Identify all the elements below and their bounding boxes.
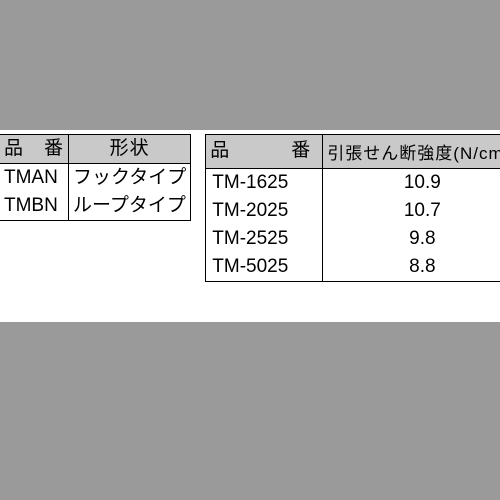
cell-shape: フックタイプ bbox=[69, 164, 191, 193]
col-part-number: 品 番 bbox=[206, 135, 323, 169]
table-row: TMAN フックタイプ bbox=[0, 164, 191, 193]
cell-part-number: TM-5025 bbox=[206, 253, 323, 282]
cell-part-number: TM-2525 bbox=[206, 225, 323, 253]
strength-table: 品 番 引張せん断強度(N/cm2) TM-1625 10.9 TM-2025 … bbox=[205, 134, 500, 282]
cell-shape: ループタイプ bbox=[69, 192, 191, 221]
cell-strength: 8.8 bbox=[323, 253, 500, 282]
cell-part-number: TMAN bbox=[0, 164, 69, 193]
table-row: TM-5025 8.8 bbox=[206, 253, 500, 282]
table-header-row: 品 番 形状 bbox=[0, 135, 191, 164]
cell-part-number: TMBN bbox=[0, 192, 69, 221]
cell-part-number: TM-1625 bbox=[206, 168, 323, 197]
table-row: TM-1625 10.9 bbox=[206, 168, 500, 197]
col-shear-strength: 引張せん断強度(N/cm2) bbox=[323, 135, 500, 169]
table-row: TM-2025 10.7 bbox=[206, 197, 500, 225]
table-row: TM-2525 9.8 bbox=[206, 225, 500, 253]
col-shape: 形状 bbox=[69, 135, 191, 164]
col-part-number: 品 番 bbox=[0, 135, 69, 164]
table-header-row: 品 番 引張せん断強度(N/cm2) bbox=[206, 135, 500, 169]
cell-part-number: TM-2025 bbox=[206, 197, 323, 225]
table-row: TMBN ループタイプ bbox=[0, 192, 191, 221]
header-text: 引張せん断強度(N/cm2) bbox=[327, 144, 500, 163]
cell-strength: 10.7 bbox=[323, 197, 500, 225]
document-sheet: 品 番 形状 TMAN フックタイプ TMBN ループタイプ 品 番 bbox=[0, 130, 500, 322]
cell-strength: 9.8 bbox=[323, 225, 500, 253]
tables-row: 品 番 形状 TMAN フックタイプ TMBN ループタイプ 品 番 bbox=[0, 130, 500, 322]
cell-strength: 10.9 bbox=[323, 168, 500, 197]
shape-table: 品 番 形状 TMAN フックタイプ TMBN ループタイプ bbox=[0, 134, 191, 221]
